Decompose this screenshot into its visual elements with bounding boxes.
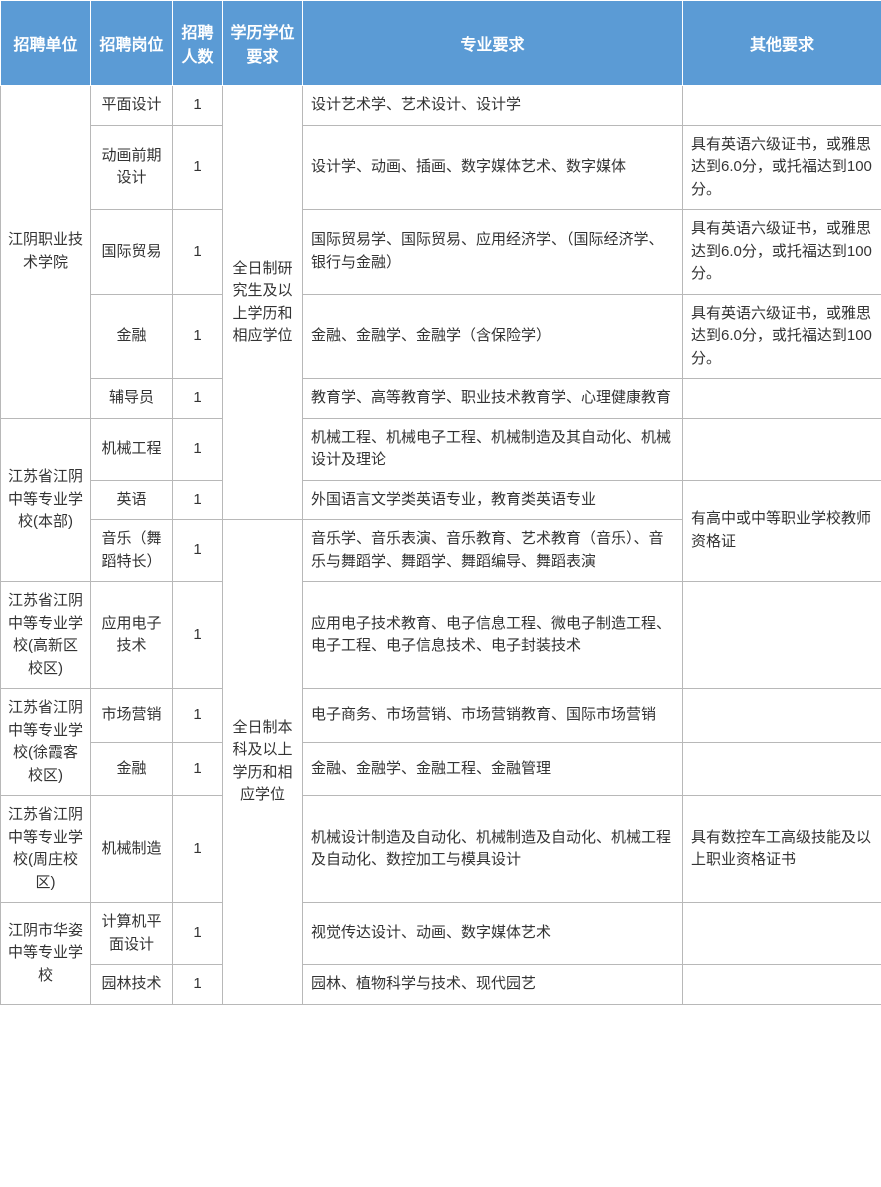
- th-unit: 招聘单位: [1, 1, 91, 86]
- cell-other: [683, 903, 881, 965]
- cell-position: 机械制造: [91, 796, 173, 903]
- cell-major: 机械工程、机械电子工程、机械制造及其自动化、机械设计及理论: [303, 418, 683, 480]
- cell-position: 计算机平面设计: [91, 903, 173, 965]
- cell-number: 1: [173, 965, 223, 1005]
- th-education: 学历学位要求: [223, 1, 303, 86]
- cell-other: [683, 965, 881, 1005]
- cell-other: [683, 582, 881, 689]
- table-row: 金融 1 金融、金融学、金融工程、金融管理: [1, 742, 881, 796]
- cell-major: 教育学、高等教育学、职业技术教育学、心理健康教育: [303, 379, 683, 419]
- cell-other: [683, 86, 881, 126]
- cell-unit: 江苏省江阴中等专业学校(本部): [1, 418, 91, 582]
- cell-major: 电子商务、市场营销、市场营销教育、国际市场营销: [303, 689, 683, 743]
- cell-other: [683, 742, 881, 796]
- cell-number: 1: [173, 86, 223, 126]
- cell-other: 有高中或中等职业学校教师资格证: [683, 480, 881, 582]
- cell-number: 1: [173, 480, 223, 520]
- cell-education: 全日制研究生及以上学历和相应学位: [223, 86, 303, 520]
- cell-unit: 江苏省江阴中等专业学校(周庄校区): [1, 796, 91, 903]
- cell-other: [683, 379, 881, 419]
- cell-other: [683, 689, 881, 743]
- table-row: 江阴市华姿中等专业学校 计算机平面设计 1 视觉传达设计、动画、数字媒体艺术: [1, 903, 881, 965]
- cell-unit: 江阴市华姿中等专业学校: [1, 903, 91, 1005]
- table-row: 江阴职业技术学院 平面设计 1 全日制研究生及以上学历和相应学位 设计艺术学、艺…: [1, 86, 881, 126]
- cell-education: 全日制本科及以上学历和相应学位: [223, 520, 303, 1005]
- th-number: 招聘人数: [173, 1, 223, 86]
- cell-other: 具有英语六级证书，或雅思达到6.0分，或托福达到100分。: [683, 210, 881, 295]
- cell-position: 机械工程: [91, 418, 173, 480]
- table-header-row: 招聘单位 招聘岗位 招聘人数 学历学位要求 专业要求 其他要求: [1, 1, 881, 86]
- cell-major: 外国语言文学类英语专业，教育类英语专业: [303, 480, 683, 520]
- cell-major: 设计学、动画、插画、数字媒体艺术、数字媒体: [303, 125, 683, 210]
- cell-other: 具有英语六级证书，或雅思达到6.0分，或托福达到100分。: [683, 125, 881, 210]
- cell-major: 音乐学、音乐表演、音乐教育、艺术教育（音乐）、音乐与舞蹈学、舞蹈学、舞蹈编导、舞…: [303, 520, 683, 582]
- cell-unit: 江苏省江阴中等专业学校(高新区校区): [1, 582, 91, 689]
- cell-major: 国际贸易学、国际贸易、应用经济学、（国际经济学、银行与金融）: [303, 210, 683, 295]
- cell-number: 1: [173, 689, 223, 743]
- cell-unit: 江阴职业技术学院: [1, 86, 91, 419]
- cell-position: 市场营销: [91, 689, 173, 743]
- cell-number: 1: [173, 125, 223, 210]
- cell-number: 1: [173, 210, 223, 295]
- cell-major: 视觉传达设计、动画、数字媒体艺术: [303, 903, 683, 965]
- cell-position: 音乐（舞蹈特长）: [91, 520, 173, 582]
- cell-major: 园林、植物科学与技术、现代园艺: [303, 965, 683, 1005]
- table-row: 国际贸易 1 国际贸易学、国际贸易、应用经济学、（国际经济学、银行与金融） 具有…: [1, 210, 881, 295]
- cell-other: 具有英语六级证书，或雅思达到6.0分，或托福达到100分。: [683, 294, 881, 379]
- cell-position: 平面设计: [91, 86, 173, 126]
- cell-major: 金融、金融学、金融学（含保险学）: [303, 294, 683, 379]
- recruitment-table: 招聘单位 招聘岗位 招聘人数 学历学位要求 专业要求 其他要求 江阴职业技术学院…: [0, 0, 881, 1005]
- cell-other: [683, 418, 881, 480]
- table-row: 辅导员 1 教育学、高等教育学、职业技术教育学、心理健康教育: [1, 379, 881, 419]
- cell-major: 金融、金融学、金融工程、金融管理: [303, 742, 683, 796]
- cell-unit: 江苏省江阴中等专业学校(徐霞客校区): [1, 689, 91, 796]
- th-position: 招聘岗位: [91, 1, 173, 86]
- cell-number: 1: [173, 796, 223, 903]
- cell-major: 应用电子技术教育、电子信息工程、微电子制造工程、电子工程、电子信息技术、电子封装…: [303, 582, 683, 689]
- cell-major: 机械设计制造及自动化、机械制造及自动化、机械工程及自动化、数控加工与模具设计: [303, 796, 683, 903]
- table-row: 江苏省江阴中等专业学校(周庄校区) 机械制造 1 机械设计制造及自动化、机械制造…: [1, 796, 881, 903]
- cell-position: 辅导员: [91, 379, 173, 419]
- cell-number: 1: [173, 903, 223, 965]
- cell-position: 金融: [91, 294, 173, 379]
- th-other: 其他要求: [683, 1, 881, 86]
- table-row: 园林技术 1 园林、植物科学与技术、现代园艺: [1, 965, 881, 1005]
- table-row: 金融 1 金融、金融学、金融学（含保险学） 具有英语六级证书，或雅思达到6.0分…: [1, 294, 881, 379]
- cell-position: 应用电子技术: [91, 582, 173, 689]
- cell-position: 英语: [91, 480, 173, 520]
- cell-position: 国际贸易: [91, 210, 173, 295]
- cell-position: 园林技术: [91, 965, 173, 1005]
- table-row: 江苏省江阴中等专业学校(本部) 机械工程 1 机械工程、机械电子工程、机械制造及…: [1, 418, 881, 480]
- cell-number: 1: [173, 379, 223, 419]
- th-major: 专业要求: [303, 1, 683, 86]
- cell-position: 金融: [91, 742, 173, 796]
- cell-other: 具有数控车工高级技能及以上职业资格证书: [683, 796, 881, 903]
- cell-number: 1: [173, 294, 223, 379]
- cell-major: 设计艺术学、艺术设计、设计学: [303, 86, 683, 126]
- cell-number: 1: [173, 520, 223, 582]
- table-row: 动画前期设计 1 设计学、动画、插画、数字媒体艺术、数字媒体 具有英语六级证书，…: [1, 125, 881, 210]
- cell-number: 1: [173, 742, 223, 796]
- table-row: 江苏省江阴中等专业学校(高新区校区) 应用电子技术 1 应用电子技术教育、电子信…: [1, 582, 881, 689]
- cell-number: 1: [173, 418, 223, 480]
- cell-number: 1: [173, 582, 223, 689]
- table-row: 江苏省江阴中等专业学校(徐霞客校区) 市场营销 1 电子商务、市场营销、市场营销…: [1, 689, 881, 743]
- table-row: 英语 1 外国语言文学类英语专业，教育类英语专业 有高中或中等职业学校教师资格证: [1, 480, 881, 520]
- cell-position: 动画前期设计: [91, 125, 173, 210]
